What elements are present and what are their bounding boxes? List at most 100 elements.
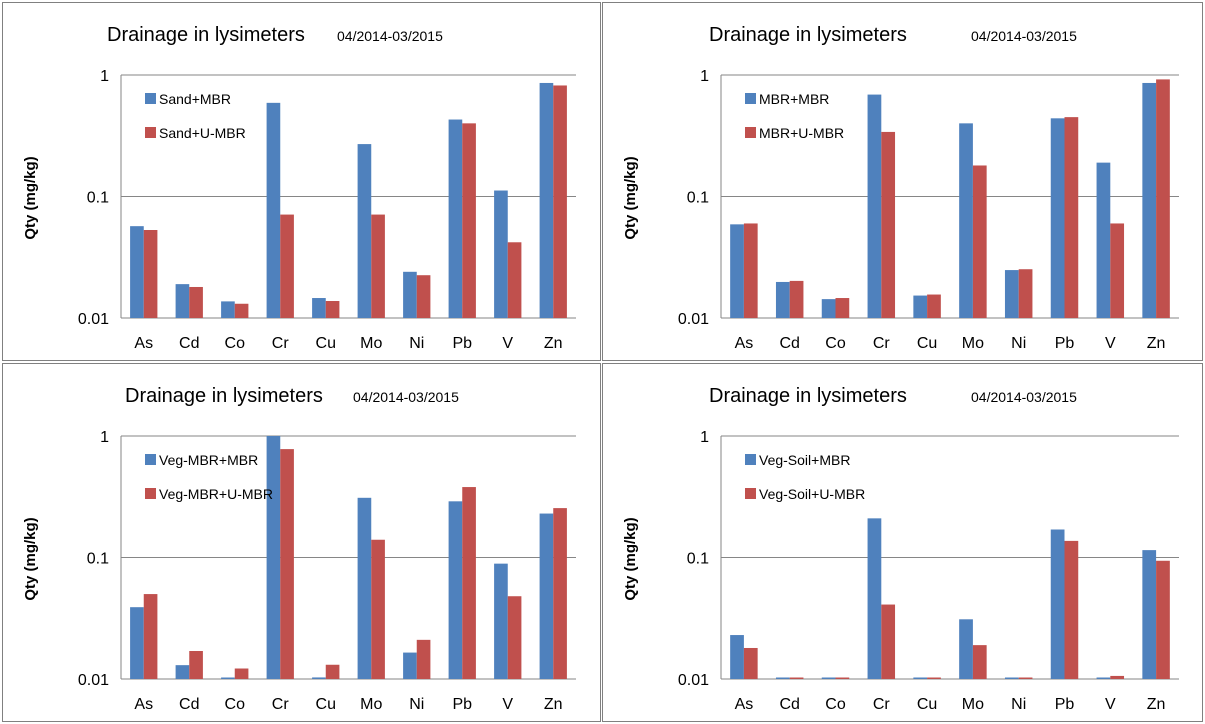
x-tick-label: Co: [825, 335, 846, 352]
bar-zn-series-2: [1156, 79, 1170, 318]
bar-zn-series-1: [539, 82, 554, 318]
bar-as-series-2: [143, 594, 158, 679]
bar-cr-series-2: [280, 214, 294, 318]
y-axis-label: Qty (mg/kg): [622, 517, 639, 600]
x-tick-label: Pb: [452, 696, 472, 713]
bar-ni-series-1: [403, 271, 417, 318]
legend-label: MBR+MBR: [759, 91, 829, 107]
chart-subtitle: 04/2014-03/2015: [353, 389, 459, 405]
bar-as-series-1: [130, 607, 144, 679]
bar-cu-series-2: [325, 664, 340, 679]
chart-title: Drainage in lysimeters: [709, 24, 907, 46]
bar-zn-series-2: [553, 85, 567, 318]
bar-zn-series-1: [1142, 82, 1157, 318]
x-tick-label: V: [502, 696, 513, 713]
bar-pb-series-2: [1064, 117, 1079, 319]
bar-co-series-1: [821, 677, 836, 679]
bar-v-series-2: [507, 242, 522, 318]
x-tick-label: Mo: [962, 696, 984, 713]
bar-cu-series-1: [312, 298, 326, 318]
bar-v-series-2: [1110, 223, 1125, 318]
bar-cr-series-1: [867, 518, 882, 679]
bar-mo-series-2: [371, 214, 385, 318]
bar-v-series-1: [494, 563, 508, 679]
bar-mo-series-2: [972, 165, 987, 318]
legend-label: MBR+U-MBR: [759, 125, 844, 141]
legend-label: Sand+MBR: [159, 91, 231, 107]
bar-co-series-2: [835, 677, 850, 679]
bar-cr-series-1: [867, 94, 882, 318]
x-tick-label: Cr: [272, 335, 290, 352]
legend-label: Veg-MBR+U-MBR: [159, 486, 273, 502]
bar-cu-series-1: [913, 677, 928, 679]
bar-chart-veg-mbr: Drainage in lysimeters 04/2014-03/2015 Q…: [22, 385, 576, 713]
bar-chart-sand: Drainage in lysimeters 04/2014-03/2015 Q…: [22, 24, 576, 352]
bar-pb-series-1: [1050, 529, 1065, 679]
legend-swatch: [745, 127, 756, 138]
x-tick-label: Ni: [409, 696, 424, 713]
x-tick-label: Cr: [873, 696, 891, 713]
bar-v-series-2: [507, 596, 522, 679]
y-tick-label: 0.1: [687, 551, 709, 568]
bar-as-series-1: [730, 635, 744, 679]
y-tick-label: 1: [100, 68, 109, 85]
x-tick-label: Co: [825, 696, 846, 713]
legend-swatch: [745, 488, 756, 499]
bar-pb-series-2: [462, 487, 476, 679]
x-tick-label: Mo: [962, 335, 984, 352]
bar-zn-series-1: [1142, 550, 1157, 679]
legend-swatch: [745, 93, 756, 104]
bar-zn-series-2: [553, 508, 567, 679]
bar-co-series-1: [221, 677, 235, 679]
y-tick-label: 0.01: [678, 311, 709, 328]
bar-ni-series-2: [1018, 677, 1033, 679]
y-tick-label: 0.01: [78, 672, 109, 689]
bar-co-series-2: [234, 303, 249, 318]
bar-as-series-2: [743, 223, 758, 318]
bar-as-series-2: [143, 230, 158, 318]
legend-label: Veg-MBR+MBR: [159, 452, 258, 468]
x-tick-label: Ni: [409, 335, 424, 352]
chart-panel-veg-soil: Drainage in lysimeters 04/2014-03/2015 Q…: [602, 363, 1203, 722]
bar-as-series-1: [730, 224, 744, 318]
legend-swatch: [145, 488, 156, 499]
bar-co-series-1: [221, 301, 235, 318]
y-tick-label: 1: [700, 429, 709, 446]
x-tick-label: Pb: [1055, 335, 1075, 352]
bar-mo-series-2: [972, 645, 987, 679]
plot-area: 1 0.1 0.01 As Cd Co Cr Cu Mo Ni Pb V Zn Veg-MBR+MBR Ve…: [78, 429, 576, 713]
bar-cu-series-1: [312, 677, 326, 679]
legend-swatch: [745, 454, 756, 465]
plot-area: 1 0.1 0.01 As Cd Co Cr Cu Mo Ni Pb V Zn Sand+MBR Sand+…: [78, 68, 576, 352]
bar-chart-mbr: Drainage in lysimeters 04/2014-03/2015 Q…: [622, 24, 1179, 352]
plot-area: 1 0.1 0.01 As Cd Co Cr Cu Mo Ni Pb V Zn Veg-Soil+MBR V…: [678, 429, 1179, 713]
bar-cr-series-2: [881, 131, 896, 318]
x-tick-label: Pb: [452, 335, 472, 352]
bar-v-series-1: [494, 190, 508, 318]
bar-mo-series-2: [371, 539, 385, 679]
x-tick-label: Cd: [179, 696, 199, 713]
bar-cu-series-2: [325, 301, 340, 318]
bar-cd-series-2: [189, 286, 203, 318]
bar-ni-series-1: [403, 652, 417, 679]
y-tick-label: 0.1: [687, 190, 709, 207]
bar-co-series-2: [835, 298, 850, 318]
bar-v-series-2: [1110, 675, 1125, 679]
x-tick-label: Cu: [316, 696, 336, 713]
bar-co-series-2: [234, 668, 249, 679]
x-tick-label: Cu: [917, 335, 937, 352]
x-tick-label: Cu: [316, 335, 336, 352]
bar-v-series-1: [1096, 162, 1111, 318]
y-tick-label: 0.01: [78, 311, 109, 328]
x-tick-label: Zn: [544, 335, 563, 352]
bar-cu-series-2: [927, 294, 941, 318]
x-tick-label: Cd: [779, 335, 799, 352]
x-tick-label: Mo: [360, 335, 382, 352]
x-tick-label: Pb: [1055, 696, 1075, 713]
bar-cr-series-2: [280, 449, 294, 679]
y-axis-label: Qty (mg/kg): [622, 156, 639, 239]
x-tick-label: Zn: [1147, 696, 1166, 713]
x-tick-label: Zn: [544, 696, 563, 713]
bar-cr-series-1: [266, 436, 281, 679]
bar-cr-series-1: [266, 102, 281, 318]
